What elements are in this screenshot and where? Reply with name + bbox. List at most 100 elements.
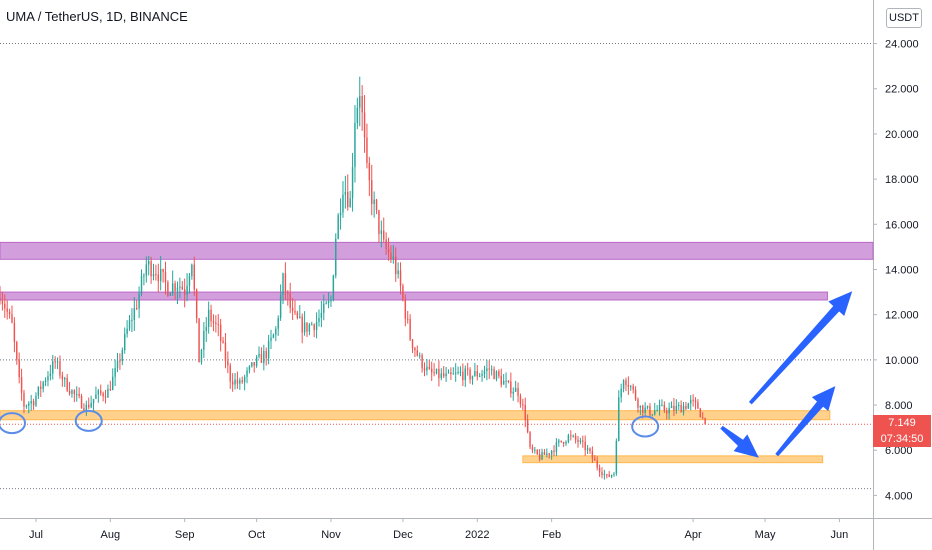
candle — [303, 311, 306, 336]
candle-body — [332, 275, 335, 301]
candle-body — [183, 289, 186, 295]
candle — [373, 191, 375, 218]
candle — [493, 366, 495, 380]
candle-body — [685, 406, 687, 409]
candle-body — [661, 404, 663, 406]
candle-body — [522, 404, 524, 406]
candle-body — [678, 404, 680, 406]
candle-body — [474, 370, 476, 376]
candle — [18, 352, 20, 384]
candle — [145, 256, 148, 283]
candle-body — [267, 340, 270, 359]
candle-body — [143, 275, 145, 277]
candle — [11, 305, 13, 324]
candle-body — [536, 449, 538, 455]
candle-body — [28, 403, 30, 406]
candle-body — [119, 360, 121, 362]
candle-body — [670, 405, 673, 409]
candle-body — [344, 191, 347, 195]
candle — [421, 353, 423, 373]
circle-marker-0 — [0, 412, 26, 435]
candle-body — [291, 307, 294, 312]
candle — [56, 357, 59, 370]
candle — [95, 386, 97, 400]
candle-body — [80, 395, 83, 409]
candle-body — [59, 361, 61, 376]
candle-body — [558, 440, 560, 443]
x-tick-label: Nov — [321, 529, 341, 541]
candle-body — [498, 371, 500, 376]
candle-body — [639, 405, 642, 408]
candle-body — [47, 376, 49, 381]
candle-body — [222, 340, 224, 343]
candle — [306, 322, 308, 337]
candle-body — [164, 271, 167, 283]
candle — [150, 256, 152, 284]
candle — [644, 402, 646, 418]
y-tick-label: 4.000 — [885, 490, 913, 502]
candle-body — [572, 435, 574, 437]
candle — [428, 359, 431, 370]
candle-body — [107, 388, 109, 398]
candle-body — [351, 167, 354, 199]
candle — [550, 449, 553, 460]
candle — [195, 288, 198, 324]
candle-body — [627, 385, 630, 388]
candle-body — [560, 440, 562, 443]
candle — [613, 472, 615, 477]
candle — [248, 365, 251, 374]
candle — [502, 373, 505, 385]
candle-body — [651, 414, 654, 416]
candle — [152, 263, 155, 281]
chart-title: UMA / TetherUS, 1D, BINANCE — [6, 9, 188, 24]
candle — [323, 294, 325, 321]
candle-body — [594, 458, 596, 461]
candle — [594, 455, 596, 461]
candle — [553, 445, 555, 457]
candle-body — [663, 404, 666, 411]
candle-body — [481, 373, 483, 376]
candle — [88, 397, 90, 410]
candle-body — [548, 453, 550, 455]
candle — [430, 361, 433, 381]
candle — [174, 280, 176, 300]
candle-body — [579, 440, 582, 442]
y-tick-label: 16.000 — [885, 219, 919, 231]
price-axis[interactable]: 4.000 6.000 8.000 10.000 12.000 14.000 16.000 1… — [873, 39, 919, 503]
candle-body — [42, 382, 44, 389]
candle-body — [0, 298, 1, 301]
candle — [579, 437, 582, 445]
candle — [534, 447, 536, 454]
candle — [61, 371, 64, 387]
candle-body — [606, 474, 608, 476]
candle-body — [601, 472, 603, 476]
candle — [514, 380, 517, 392]
time-axis[interactable]: Jul Aug Sep Oct Nov Dec 2022 Feb Apr May Jun — [29, 518, 848, 541]
candle-body — [13, 322, 16, 343]
candle-body — [135, 307, 138, 309]
candle-body — [203, 330, 205, 350]
candle-body — [20, 377, 23, 393]
candle — [349, 190, 351, 208]
candle — [255, 354, 258, 368]
candle — [229, 362, 231, 389]
circle-marker-2 — [631, 415, 660, 438]
candle-body — [114, 367, 116, 377]
candle — [320, 300, 323, 328]
candle — [188, 272, 191, 294]
candle-body — [553, 450, 555, 452]
currency-button[interactable]: USDT — [886, 8, 922, 28]
candle — [598, 464, 601, 477]
candle — [179, 277, 181, 299]
candle-body — [95, 394, 97, 399]
candle-body — [464, 368, 466, 381]
candle-body — [284, 273, 287, 292]
countdown-label: 07:34:50 — [873, 431, 931, 448]
candle — [186, 273, 188, 302]
candle — [301, 313, 303, 344]
candle-body — [277, 317, 279, 329]
candle — [236, 371, 239, 389]
candle-body — [66, 377, 68, 391]
candle-body — [294, 311, 296, 313]
